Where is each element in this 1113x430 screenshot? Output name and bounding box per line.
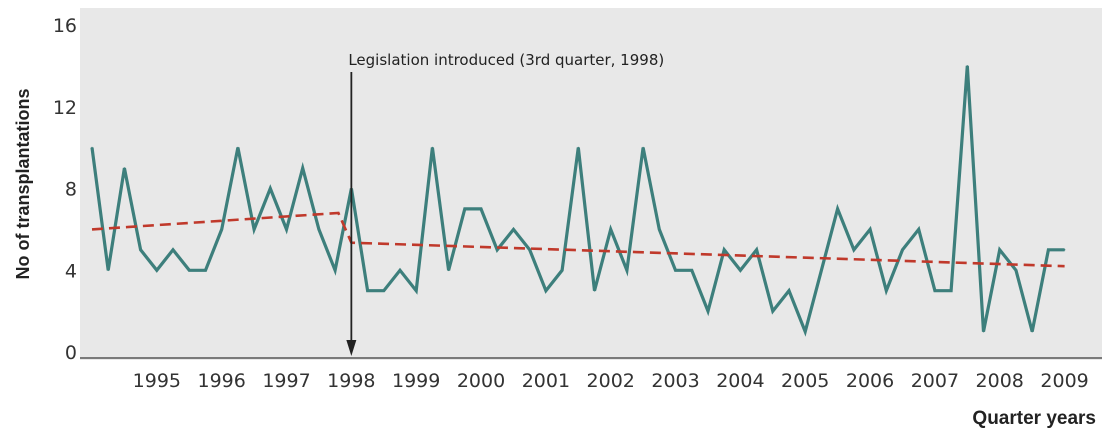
x-tick-label: 1998 — [327, 370, 375, 392]
data-point — [934, 289, 936, 292]
data-point — [269, 187, 272, 190]
data-point — [253, 228, 255, 231]
x-tick-label: 1997 — [262, 370, 310, 392]
data-point — [172, 249, 174, 251]
data-point — [804, 330, 806, 333]
y-tick-label: 12 — [53, 97, 77, 119]
x-tick-labels: 1995 1996 1997 1998 1999 2000 2001 2002 2003 2004… — [133, 370, 1089, 392]
x-tick-label: 1995 — [133, 370, 181, 392]
data-point — [188, 269, 191, 272]
data-point — [593, 289, 596, 292]
data-point — [334, 269, 336, 272]
x-tick-label: 1999 — [392, 370, 440, 392]
data-point — [885, 289, 888, 292]
data-point — [691, 269, 693, 272]
data-point — [723, 249, 725, 251]
data-point — [447, 269, 450, 272]
data-point — [836, 208, 839, 210]
plot-background — [80, 8, 1102, 360]
data-point — [480, 208, 482, 210]
x-tick-label: 2007 — [911, 370, 959, 392]
data-point — [431, 146, 434, 149]
data-point — [156, 269, 158, 272]
data-point — [772, 310, 774, 312]
data-point — [285, 228, 288, 231]
x-tick-label: 2002 — [587, 370, 635, 392]
data-point — [966, 65, 969, 67]
data-point — [658, 228, 661, 231]
data-point — [674, 269, 677, 272]
x-tick-label: 2006 — [846, 370, 894, 392]
x-tick-label: 2008 — [976, 370, 1024, 392]
data-point — [950, 289, 952, 292]
x-tick-label: 2005 — [781, 370, 829, 392]
data-point — [220, 228, 223, 231]
data-point — [998, 249, 1001, 251]
data-point — [739, 269, 742, 272]
data-point — [707, 310, 709, 312]
data-point — [820, 269, 823, 272]
y-tick-labels: 0 4 8 12 16 — [53, 15, 77, 364]
arrow-head-icon — [346, 340, 357, 356]
x-tick-label: 2009 — [1040, 370, 1088, 392]
data-point — [1015, 269, 1017, 272]
y-tick-label: 4 — [65, 260, 77, 282]
data-point — [917, 228, 920, 231]
data-point — [107, 269, 109, 272]
data-point — [512, 228, 515, 231]
data-point — [496, 249, 499, 251]
x-tick-label: 2001 — [522, 370, 570, 392]
data-point — [788, 289, 790, 292]
x-axis-label: Quarter years — [972, 408, 1096, 429]
y-axis-label: No of transplantations — [13, 88, 33, 279]
data-point — [853, 249, 855, 251]
x-tick-label: 2000 — [457, 370, 505, 392]
data-point — [528, 249, 531, 251]
x-tick-label: 2004 — [716, 370, 764, 392]
data-point — [982, 330, 985, 333]
data-point — [383, 289, 385, 292]
y-tick-label: 16 — [53, 15, 77, 37]
data-point — [1047, 249, 1050, 251]
data-point — [415, 289, 418, 292]
data-point — [318, 228, 320, 231]
data-point — [901, 249, 904, 251]
data-point — [869, 228, 871, 231]
data-point — [755, 249, 758, 251]
legislation-annotation: Legislation introduced (3rd quarter, 199… — [346, 51, 664, 356]
data-point — [139, 249, 142, 251]
trend-line — [91, 211, 1065, 268]
data-point — [545, 289, 547, 292]
data-point — [577, 146, 580, 149]
data-point — [642, 146, 644, 149]
data-point — [204, 269, 207, 272]
x-tick-label: 2003 — [651, 370, 699, 392]
x-tick-label: 1996 — [197, 370, 245, 392]
data-point — [399, 269, 401, 272]
data-point — [237, 146, 239, 149]
y-tick-label: 8 — [65, 179, 77, 201]
data-point — [561, 269, 563, 272]
data-point — [366, 289, 369, 292]
data-point — [1063, 249, 1066, 251]
data-points — [91, 65, 1066, 333]
data-point — [123, 167, 126, 169]
data-point — [626, 269, 628, 272]
legislation-annotation-text: Legislation introduced (3rd quarter, 199… — [348, 51, 664, 69]
data-point — [464, 208, 466, 210]
data-point — [301, 167, 304, 169]
data-point — [91, 146, 93, 149]
data-point — [1031, 330, 1033, 333]
data-point — [609, 228, 612, 231]
y-tick-label: 0 — [65, 342, 77, 364]
